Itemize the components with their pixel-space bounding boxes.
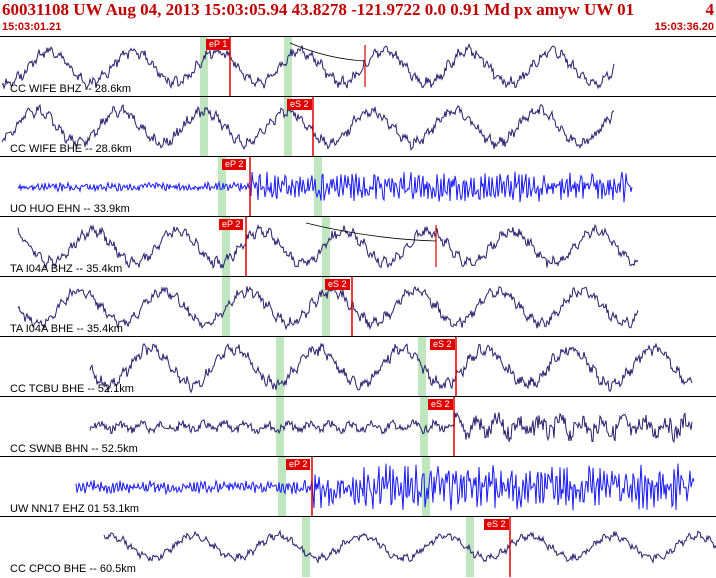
waveform-canvas — [1, 37, 615, 97]
phase-pick-flag[interactable]: eS 2 — [325, 279, 350, 290]
waveform-trace — [17, 171, 633, 203]
waveform-trace — [103, 529, 716, 564]
phase-pick-flag[interactable]: eP 2 — [222, 159, 247, 170]
coda-decay-curve — [289, 42, 366, 62]
trace-panels: eP 1 CC WIFE BHZ -- 28.6km eS 2 CC WIFE BHE… — [0, 36, 716, 578]
trace-panel: eS 2 CC SWNB BHN -- 52.5km — [0, 396, 716, 457]
phase-pick-flag[interactable]: eP 2 — [286, 459, 311, 470]
trace-label: CC SWNB BHN -- 52.5km — [10, 443, 138, 455]
trace-panel: eS 2 CC CPCO BHE -- 60.5km — [0, 516, 716, 577]
phase-window — [200, 97, 208, 157]
phase-window — [420, 397, 428, 457]
phase-window — [466, 517, 474, 577]
waveform-canvas — [17, 217, 639, 277]
trace-panel: eS 2 TA I04A BHE -- 35.4km — [0, 276, 716, 337]
waveform-trace — [89, 342, 693, 394]
phase-pick-flag[interactable]: eP 2 — [219, 219, 244, 230]
trace-label: TA I04A BHE -- 35.4km — [10, 323, 123, 335]
trace-label: UO HUO EHN -- 33.9km — [10, 203, 130, 215]
trace-label: CC CPCO BHE -- 60.5km — [10, 563, 136, 575]
phase-window — [322, 277, 330, 337]
waveform-canvas — [17, 277, 639, 337]
phase-window — [222, 217, 230, 277]
phase-pick-flag[interactable]: eS 2 — [428, 399, 453, 410]
trace-panel: eP 1 CC WIFE BHZ -- 28.6km — [0, 36, 716, 97]
trace-label: UW NN17 EHZ 01 53.1km — [10, 503, 139, 515]
waveform-canvas — [103, 517, 716, 577]
phase-window — [276, 337, 284, 397]
trace-panel: eP 2 UW NN17 EHZ 01 53.1km — [0, 456, 716, 517]
phase-pick-flag[interactable]: eS 2 — [430, 339, 455, 350]
coda-decay-curve — [305, 222, 437, 242]
phase-window — [284, 37, 292, 97]
phase-pick-flag[interactable]: eS 2 — [287, 99, 312, 110]
trace-panel: eP 2 UO HUO EHN -- 33.9km — [0, 156, 716, 217]
waveform-trace — [1, 103, 615, 151]
end-time: 15:03:36.20 — [654, 21, 714, 33]
waveform-canvas — [17, 157, 633, 217]
phase-window — [302, 517, 310, 577]
phase-window — [284, 97, 292, 157]
waveform-trace — [75, 463, 695, 511]
phase-window — [200, 37, 208, 97]
waveform-canvas — [89, 337, 693, 397]
start-time: 15:03:01.21 — [2, 21, 62, 33]
waveform-trace — [1, 42, 615, 90]
event-index: 4 — [705, 0, 715, 19]
phase-window — [276, 397, 284, 457]
trace-label: CC TCBU BHE -- 52.1km — [10, 383, 134, 395]
event-summary-title: 60031108 UW Aug 04, 2013 15:03:05.94 43.… — [2, 0, 635, 19]
phase-pick-flag[interactable]: eP 1 — [206, 39, 231, 50]
phase-pick-flag[interactable]: eS 2 — [484, 519, 509, 530]
phase-window — [314, 157, 322, 217]
waveform-trace — [17, 285, 639, 331]
waveform-header: 60031108 UW Aug 04, 2013 15:03:05.94 43.… — [0, 0, 716, 36]
waveform-trace — [89, 411, 693, 444]
trace-label: CC WIFE BHE -- 28.6km — [10, 143, 132, 155]
waveform-canvas — [89, 397, 693, 457]
waveform-canvas — [1, 97, 615, 157]
trace-label: CC WIFE BHZ -- 28.6km — [10, 83, 132, 95]
trace-label: TA I04A BHZ -- 35.4km — [10, 263, 123, 275]
trace-panel: eP 2 TA I04A BHZ -- 35.4km — [0, 216, 716, 277]
waveform-trace — [17, 223, 639, 270]
trace-panel: eS 2 CC TCBU BHE -- 52.1km — [0, 336, 716, 397]
waveform-canvas — [75, 457, 695, 517]
trace-panel: eS 2 CC WIFE BHE -- 28.6km — [0, 96, 716, 157]
phase-window — [422, 457, 430, 517]
